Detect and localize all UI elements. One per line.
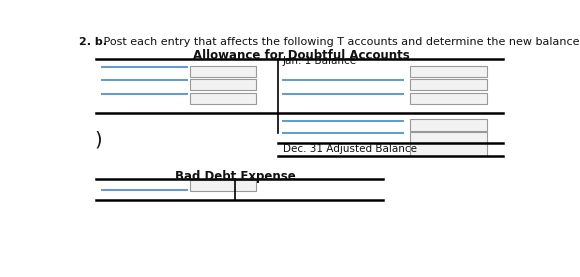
- Bar: [190, 79, 256, 90]
- Text: Bad Debt Expense: Bad Debt Expense: [175, 170, 296, 183]
- Text: Post each entry that affects the following T accounts and determine the new bala: Post each entry that affects the followi…: [100, 37, 580, 47]
- Text: ): ): [94, 131, 102, 150]
- Bar: [190, 66, 256, 77]
- Text: Jan. 1 Balance: Jan. 1 Balance: [282, 56, 357, 66]
- Bar: [190, 179, 256, 191]
- Bar: [409, 143, 487, 156]
- Bar: [409, 93, 487, 104]
- Text: 2. b.: 2. b.: [79, 37, 107, 47]
- Bar: [409, 132, 487, 143]
- Bar: [409, 66, 487, 77]
- Bar: [409, 119, 487, 131]
- Text: Allowance for Doubtful Accounts: Allowance for Doubtful Accounts: [193, 49, 409, 62]
- Bar: [190, 93, 256, 104]
- Text: Dec. 31 Adjusted Balance: Dec. 31 Adjusted Balance: [282, 144, 416, 154]
- Bar: [409, 79, 487, 90]
